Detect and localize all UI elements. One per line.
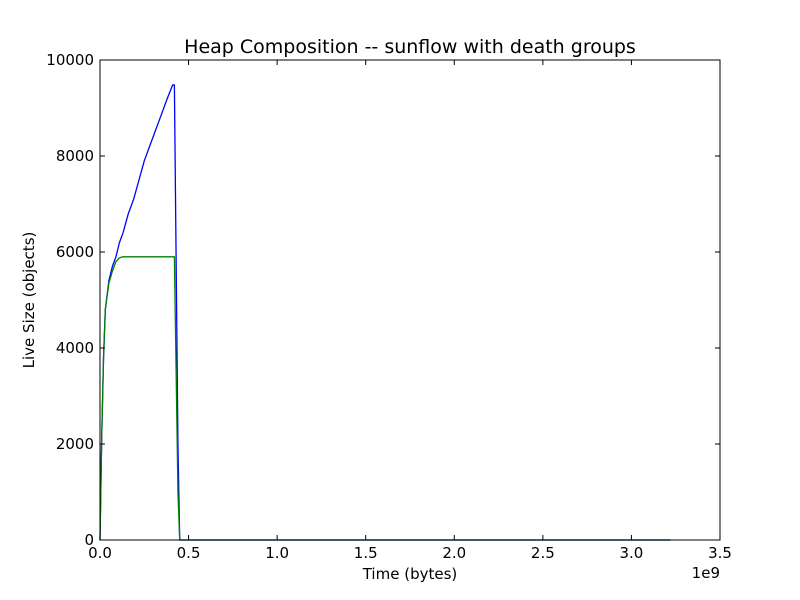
y-tick-label: 2000	[56, 435, 94, 453]
x-tick-label: 0.0	[88, 544, 112, 562]
series-group	[99, 84, 671, 541]
y-tick-label: 8000	[56, 147, 94, 165]
x-tick-label: 2.0	[442, 544, 466, 562]
x-tick-label: 3.5	[708, 544, 732, 562]
x-tick-label: 2.5	[531, 544, 555, 562]
x-axis-offset-label: 1e9	[692, 564, 720, 582]
series-line-2	[99, 256, 671, 541]
y-tick-label: 6000	[56, 243, 94, 261]
x-axis-label: Time (bytes)	[362, 565, 458, 583]
chart-title: Heap Composition -- sunflow with death g…	[184, 36, 636, 58]
x-tick-label: 1.5	[354, 544, 378, 562]
y-tick-label: 10000	[46, 51, 94, 69]
y-tick-label: 4000	[56, 339, 94, 357]
x-tick-label: 0.5	[177, 544, 201, 562]
y-axis-label: Live Size (objects)	[20, 232, 38, 369]
y-tick-label: 0	[84, 531, 94, 549]
plot-frame	[99, 59, 721, 541]
x-tick-label: 3.0	[619, 544, 643, 562]
series-line-1	[99, 84, 671, 541]
x-tick-label: 1.0	[265, 544, 289, 562]
ticks-group: 0.0 0.5 1.0 1.5 2.0 2.5 3.0 3.5 0 2000 4000 6000 800…	[46, 51, 732, 562]
